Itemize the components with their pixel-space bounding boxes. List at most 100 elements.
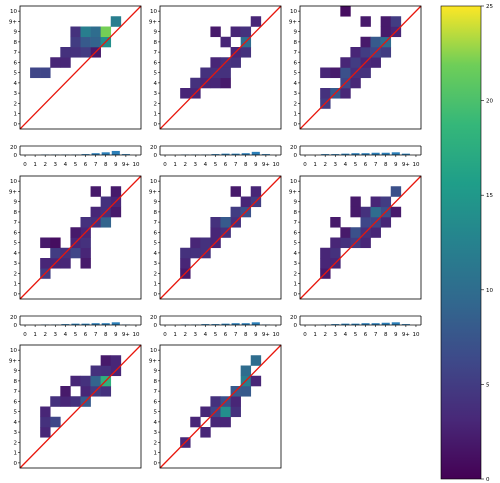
margin-bar bbox=[121, 154, 130, 155]
y-tick-label: 3 bbox=[154, 430, 158, 436]
y-tick-label: 7 bbox=[14, 389, 18, 395]
x-tick-label: 3 bbox=[194, 162, 198, 168]
x-tick-label: 1 bbox=[33, 332, 37, 338]
y-tick-label: 1 bbox=[154, 451, 158, 457]
heatmap-cell bbox=[330, 237, 341, 249]
y-tick-label: 9+ bbox=[289, 19, 297, 25]
x-tick-label: 6 bbox=[224, 162, 228, 168]
heatmap-cell bbox=[60, 57, 71, 68]
y-tick-label: 9+ bbox=[289, 189, 297, 195]
heatmap-cell bbox=[100, 386, 112, 397]
heatmap-cell bbox=[110, 16, 122, 27]
x-tick-label: 5 bbox=[74, 162, 78, 168]
heatmap-cell bbox=[240, 196, 252, 208]
x-tick-label: 7 bbox=[94, 162, 98, 168]
heatmap-cell bbox=[200, 67, 211, 79]
margin-bar bbox=[361, 323, 370, 325]
colorbar-tick-label: 10 bbox=[486, 288, 493, 294]
diagonal-line bbox=[299, 175, 422, 300]
heatmap-cell bbox=[370, 206, 381, 218]
x-tick-label: 8 bbox=[104, 332, 108, 338]
x-tick-label: 10 bbox=[412, 162, 419, 168]
heatmap-cell bbox=[180, 88, 191, 99]
x-tick-label: 3 bbox=[334, 162, 338, 168]
y-tick-label: 3 bbox=[14, 261, 18, 267]
y-tick-label: 6 bbox=[14, 230, 18, 236]
colorbar: 0 5 10 15 20 25 bbox=[440, 4, 493, 483]
heatmap-cell bbox=[190, 416, 201, 428]
x-tick-label: 5 bbox=[354, 332, 358, 338]
y-tick-label: 0 bbox=[14, 461, 18, 467]
x-tick-label: 8 bbox=[104, 162, 108, 168]
heatmap-cell bbox=[100, 365, 112, 377]
y-tick-label: 7 bbox=[154, 220, 158, 226]
heatmap-cell bbox=[380, 217, 392, 228]
margin-bar bbox=[401, 153, 410, 155]
y-tick-label: 5 bbox=[154, 241, 158, 247]
x-tick-label: 9+ bbox=[122, 332, 130, 338]
heatmap-cell bbox=[250, 186, 262, 197]
y-tick-label: 1 bbox=[154, 112, 158, 118]
y-tick-label: 6 bbox=[294, 230, 298, 236]
y-tick-label: 5 bbox=[294, 71, 298, 77]
x-tick-label: 7 bbox=[374, 162, 378, 168]
bar-ytick-label: 0 bbox=[154, 153, 158, 159]
margin-bar bbox=[71, 323, 80, 325]
x-tick-label: 9 bbox=[254, 162, 258, 168]
margin-bar bbox=[111, 322, 120, 325]
bar-ytick-label: 0 bbox=[154, 323, 158, 329]
y-tick-label: 2 bbox=[14, 101, 18, 107]
x-tick-label: 6 bbox=[364, 162, 368, 168]
y-tick-label: 9 bbox=[294, 30, 298, 36]
x-tick-label: 10 bbox=[272, 332, 279, 338]
heatmap-cell bbox=[30, 67, 41, 79]
heatmap-cell bbox=[210, 227, 221, 238]
colorbar-tick-label: 25 bbox=[486, 4, 493, 10]
margin-bar bbox=[91, 153, 100, 155]
diagonal-line bbox=[159, 5, 282, 130]
y-tick-label: 9 bbox=[14, 369, 18, 375]
margin-bar bbox=[101, 152, 110, 155]
heatmap-cell bbox=[80, 237, 91, 249]
x-tick-label: 0 bbox=[23, 162, 27, 168]
y-tick-label: 2 bbox=[154, 271, 158, 277]
y-tick-label: 8 bbox=[294, 210, 298, 216]
heatmap-cell bbox=[60, 396, 71, 407]
y-tick-label: 0 bbox=[14, 292, 18, 298]
y-tick-label: 9 bbox=[14, 200, 18, 206]
heatmap-cell bbox=[350, 227, 361, 238]
colorbar-tick-label: 5 bbox=[486, 382, 490, 388]
heatmap-cell bbox=[80, 375, 91, 387]
x-tick-label: 1 bbox=[313, 332, 317, 338]
margin-bar bbox=[81, 323, 90, 325]
margin-bar bbox=[381, 322, 390, 325]
heatmap-cell bbox=[70, 47, 81, 58]
y-tick-label: 4 bbox=[294, 81, 298, 87]
heatmap-cell bbox=[340, 57, 351, 68]
margin-bar bbox=[351, 153, 360, 155]
heatmap-cell bbox=[90, 36, 101, 48]
margin-bar bbox=[381, 152, 390, 155]
heatmap-cell bbox=[90, 186, 101, 197]
y-tick-label: 2 bbox=[294, 101, 298, 107]
colorbar-tick-label: 15 bbox=[486, 193, 493, 199]
x-tick-label: 4 bbox=[204, 162, 208, 168]
y-tick-label: 9+ bbox=[9, 19, 17, 25]
heatmap-cell bbox=[210, 217, 221, 228]
bar-ytick-label: 20 bbox=[150, 315, 157, 321]
heatmap-cell bbox=[210, 396, 221, 407]
heatmap-cell bbox=[330, 67, 341, 79]
heatmap-cell bbox=[210, 77, 221, 89]
y-tick-label: 8 bbox=[154, 379, 158, 385]
heatmap-cell bbox=[70, 36, 81, 48]
margin-bar bbox=[321, 154, 330, 155]
x-tick-label: 9+ bbox=[262, 162, 270, 168]
heatmap-cell bbox=[40, 258, 51, 269]
heatmap-cell bbox=[50, 247, 61, 259]
margin-bar bbox=[241, 153, 250, 155]
x-tick-label: 9 bbox=[114, 162, 118, 168]
heatmap-frame bbox=[299, 5, 422, 130]
y-tick-label: 4 bbox=[294, 251, 298, 257]
y-tick-label: 10 bbox=[10, 348, 17, 354]
margin-bar bbox=[331, 154, 340, 155]
